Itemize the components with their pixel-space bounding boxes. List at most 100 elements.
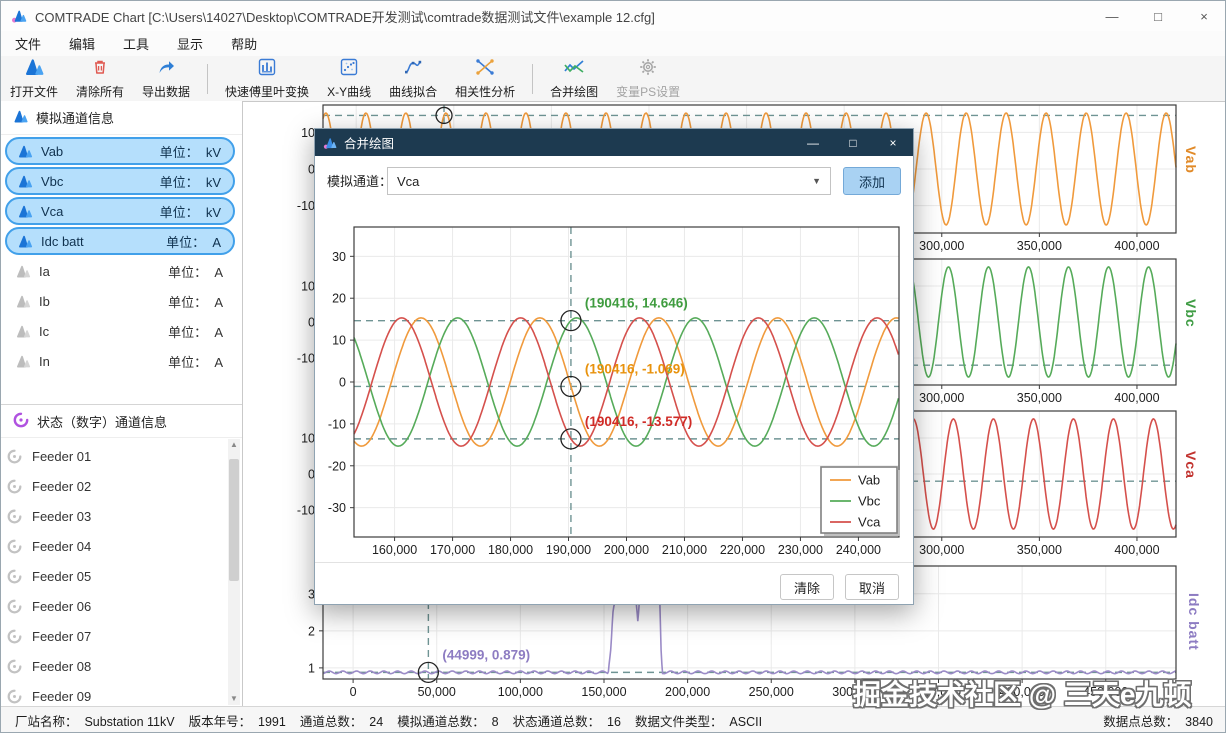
svg-text:250,000: 250,000 (749, 685, 794, 699)
svg-text:(190416, -1.069): (190416, -1.069) (585, 361, 685, 376)
svg-text:-10: -10 (297, 504, 315, 518)
channel-axis-label-vbc: Vbc (1183, 299, 1199, 328)
digital-channel-feeder-05[interactable]: Feeder 05 (7, 562, 219, 590)
watermark: 掘金技术社区 @ 三天e九顿 (853, 679, 1192, 710)
svg-text:0: 0 (308, 316, 315, 330)
minimize-button[interactable]: — (1105, 8, 1119, 24)
menu-help[interactable]: 帮助 (231, 37, 258, 52)
analog-channel-ic[interactable]: Ic 单位： A (5, 317, 235, 345)
channel-logo-icon (15, 294, 31, 309)
svg-text:450,000: 450,000 (1083, 685, 1128, 699)
feeder-swirl-icon (7, 479, 22, 494)
svg-text:220,000: 220,000 (720, 543, 765, 557)
svg-text:30: 30 (332, 250, 346, 264)
svg-text:(190416, 14.646): (190416, 14.646) (585, 296, 688, 311)
channel-logo-icon (15, 264, 31, 279)
svg-text:190,000: 190,000 (546, 543, 591, 557)
svg-text:230,000: 230,000 (778, 543, 823, 557)
analog-channel-vca[interactable]: Vca 单位： kV (5, 197, 235, 225)
digital-channel-feeder-02[interactable]: Feeder 02 (7, 472, 219, 500)
scrollbar-thumb[interactable] (229, 459, 239, 581)
svg-text:-10: -10 (328, 417, 346, 431)
feeder-swirl-icon (7, 509, 22, 524)
add-button[interactable]: 添加 (843, 167, 901, 195)
svg-text:-10: -10 (297, 199, 315, 213)
clear-all-button[interactable]: 清除所有 (67, 57, 133, 101)
menu-file[interactable]: 文件 (15, 37, 42, 52)
statusbar: 厂站名称： Substation 11kV 版本年号： 1991 通道总数： 2… (1, 706, 1225, 732)
digital-channels-header: 状态（数字）通道信息 (1, 405, 242, 438)
menu-display[interactable]: 显示 (177, 37, 204, 52)
analog-channel-ia[interactable]: Ia 单位： A (5, 257, 235, 285)
fft-button[interactable]: 快速傅里叶变换 (216, 57, 318, 101)
svg-text:-10: -10 (297, 352, 315, 366)
digital-channel-feeder-03[interactable]: Feeder 03 (7, 502, 219, 530)
export-data-button[interactable]: 导出数据 (133, 57, 199, 101)
feeder-swirl-icon (7, 599, 22, 614)
dialog-minimize-button[interactable]: — (807, 135, 819, 150)
status-analog-channels: 模拟通道总数： 8 (397, 715, 499, 729)
sidebar-scrollbar[interactable]: ▲ ▼ (228, 439, 240, 705)
merge-plot-button[interactable]: 合并绘图 (541, 57, 607, 101)
curve-fit-button[interactable]: 曲线拟合 (380, 57, 446, 101)
analog-channel-combobox[interactable]: Vca ▼ (387, 167, 831, 195)
svg-text:400,000: 400,000 (1114, 543, 1159, 557)
svg-text:0: 0 (308, 163, 315, 177)
close-button[interactable]: × (1200, 8, 1208, 24)
channel-logo-icon (17, 174, 33, 189)
analog-channel-ib[interactable]: Ib 单位： A (5, 287, 235, 315)
svg-text:300,000: 300,000 (832, 685, 877, 699)
channel-axis-label-idc-batt: Idc batt (1186, 593, 1202, 651)
digital-channel-feeder-01[interactable]: Feeder 01 (7, 442, 219, 470)
analog-channel-vab[interactable]: Vab 单位： kV (5, 137, 235, 165)
svg-text:300,000: 300,000 (919, 391, 964, 405)
merged-chart[interactable]: (190416, 14.646) (190416, -1.069) (190416,… (315, 215, 915, 560)
dialog-maximize-button[interactable]: □ (849, 135, 857, 150)
window-title: COMTRADE Chart [C:\Users\14027\Desktop\C… (35, 9, 655, 25)
channel-logo-icon (17, 234, 33, 249)
svg-text:Vbc: Vbc (858, 494, 881, 509)
svg-text:210,000: 210,000 (662, 543, 707, 557)
digital-channel-feeder-06[interactable]: Feeder 06 (7, 592, 219, 620)
correlation-button[interactable]: 相关性分析 (446, 57, 524, 101)
scroll-up-icon[interactable]: ▲ (230, 440, 238, 449)
digital-channel-feeder-07[interactable]: Feeder 07 (7, 622, 219, 650)
analog-channel-in[interactable]: In 单位： A (5, 347, 235, 375)
digital-channel-feeder-09[interactable]: Feeder 09 (7, 682, 219, 710)
maximize-button[interactable]: □ (1154, 8, 1162, 24)
variable-ps-settings-button[interactable]: 变量PS设置 (607, 57, 689, 101)
cancel-button[interactable]: 取消 (845, 574, 899, 600)
toolbar: 打开文件 清除所有 导出数据 快速傅里叶变换 X-Y曲线 曲线拟合 相关性分析 (1, 56, 1225, 102)
app-logo-icon (23, 57, 45, 82)
svg-text:350,000: 350,000 (1017, 391, 1062, 405)
svg-text:100,000: 100,000 (498, 685, 543, 699)
menu-edit[interactable]: 编辑 (69, 37, 96, 52)
dialog-close-button[interactable]: × (889, 135, 897, 150)
status-station-name: 厂站名称： Substation 11kV (15, 715, 175, 729)
menu-tools[interactable]: 工具 (123, 37, 150, 52)
svg-text:Vca: Vca (858, 515, 881, 530)
feeder-swirl-icon (7, 569, 22, 584)
svg-text:400,000: 400,000 (1000, 685, 1045, 699)
svg-text:350,000: 350,000 (916, 685, 961, 699)
window-controls: — □ × (1089, 1, 1225, 31)
channel-axis-label-vab: Vab (1183, 146, 1199, 174)
dialog-separator (315, 562, 913, 563)
correlation-icon (474, 57, 496, 82)
svg-text:(190416, -13.577): (190416, -13.577) (585, 414, 692, 429)
scroll-down-icon[interactable]: ▼ (230, 694, 238, 703)
merge-plot-icon (563, 57, 585, 82)
open-file-button[interactable]: 打开文件 (1, 57, 67, 101)
analog-channel-idc-batt[interactable]: Idc batt 单位： A (5, 227, 235, 255)
xy-curve-button[interactable]: X-Y曲线 (318, 57, 380, 101)
svg-text:(44999, 0.879): (44999, 0.879) (442, 647, 530, 662)
svg-text:50,000: 50,000 (418, 685, 456, 699)
analog-channel-vbc[interactable]: Vbc 单位： kV (5, 167, 235, 195)
svg-text:240,000: 240,000 (836, 543, 881, 557)
clear-button[interactable]: 清除 (780, 574, 834, 600)
dialog-title: 合并绘图 (344, 137, 395, 151)
app-logo-icon (323, 136, 337, 150)
digital-channel-feeder-04[interactable]: Feeder 04 (7, 532, 219, 560)
digital-channel-feeder-08[interactable]: Feeder 08 (7, 652, 219, 680)
